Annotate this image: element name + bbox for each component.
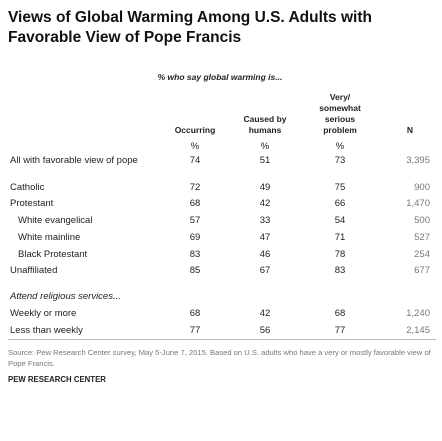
column-header: Very/ somewhat serious problem: [319, 92, 361, 135]
cell: 42: [259, 198, 271, 209]
row-label: Black Protestant: [18, 249, 88, 260]
cell: 42: [259, 308, 271, 319]
title: Views of Global Warming Among U.S. Adult…: [8, 9, 372, 46]
source: Source: Pew Research Center survey, May …: [8, 348, 431, 368]
rule: [8, 339, 436, 340]
cell: 74: [189, 155, 201, 166]
cell: 68: [334, 308, 346, 319]
cell-n: 677: [414, 265, 430, 276]
row-label: White mainline: [18, 232, 81, 243]
cell-n: 500: [414, 215, 430, 226]
cell: 71: [334, 232, 346, 243]
cell-n: 2,145: [406, 325, 430, 336]
cell: 66: [334, 198, 346, 209]
row-label: Catholic: [10, 182, 45, 193]
column-header: Occurring: [174, 125, 216, 135]
cell: 85: [189, 265, 201, 276]
cell-n: 1,470: [406, 198, 430, 209]
row-label: Protestant: [10, 198, 54, 209]
cell: 69: [189, 232, 201, 243]
cell: 56: [259, 325, 271, 336]
cell: 47: [259, 232, 271, 243]
row-label: Weekly or more: [10, 308, 77, 319]
cell: 49: [259, 182, 271, 193]
cell: 33: [259, 215, 271, 226]
brand: PEW RESEARCH CENTER: [8, 375, 106, 384]
cell: 72: [189, 182, 201, 193]
section-heading: Attend religious services...: [10, 291, 121, 302]
cell-n: 254: [414, 249, 430, 260]
cell: 46: [259, 249, 271, 260]
cell-n: 3,395: [406, 155, 430, 166]
cell: 54: [334, 215, 346, 226]
row-label: All with favorable view of pope: [10, 155, 138, 166]
cell: 73: [334, 155, 346, 166]
column-header: N: [406, 125, 414, 135]
cell: 51: [259, 155, 271, 166]
unit: %: [260, 141, 270, 152]
cell: 75: [334, 182, 346, 193]
row-label: White evangelical: [18, 215, 93, 226]
cell: 68: [189, 308, 201, 319]
cell-n: 527: [414, 232, 430, 243]
cell: 83: [189, 249, 201, 260]
cell: 57: [189, 215, 201, 226]
cell: 78: [334, 249, 346, 260]
cell: 77: [189, 325, 201, 336]
column-caption: % who say global warming is...: [157, 72, 283, 82]
unit: %: [190, 141, 200, 152]
unit: %: [335, 141, 345, 152]
cell-n: 900: [414, 182, 430, 193]
cell: 83: [334, 265, 346, 276]
cell-n: 1,240: [406, 308, 430, 319]
row-label: Less than weekly: [10, 325, 83, 336]
cell: 77: [334, 325, 346, 336]
cell: 67: [259, 265, 271, 276]
cell: 68: [189, 198, 201, 209]
row-label: Unaffiliated: [10, 265, 58, 276]
column-header: Caused by humans: [243, 114, 287, 135]
